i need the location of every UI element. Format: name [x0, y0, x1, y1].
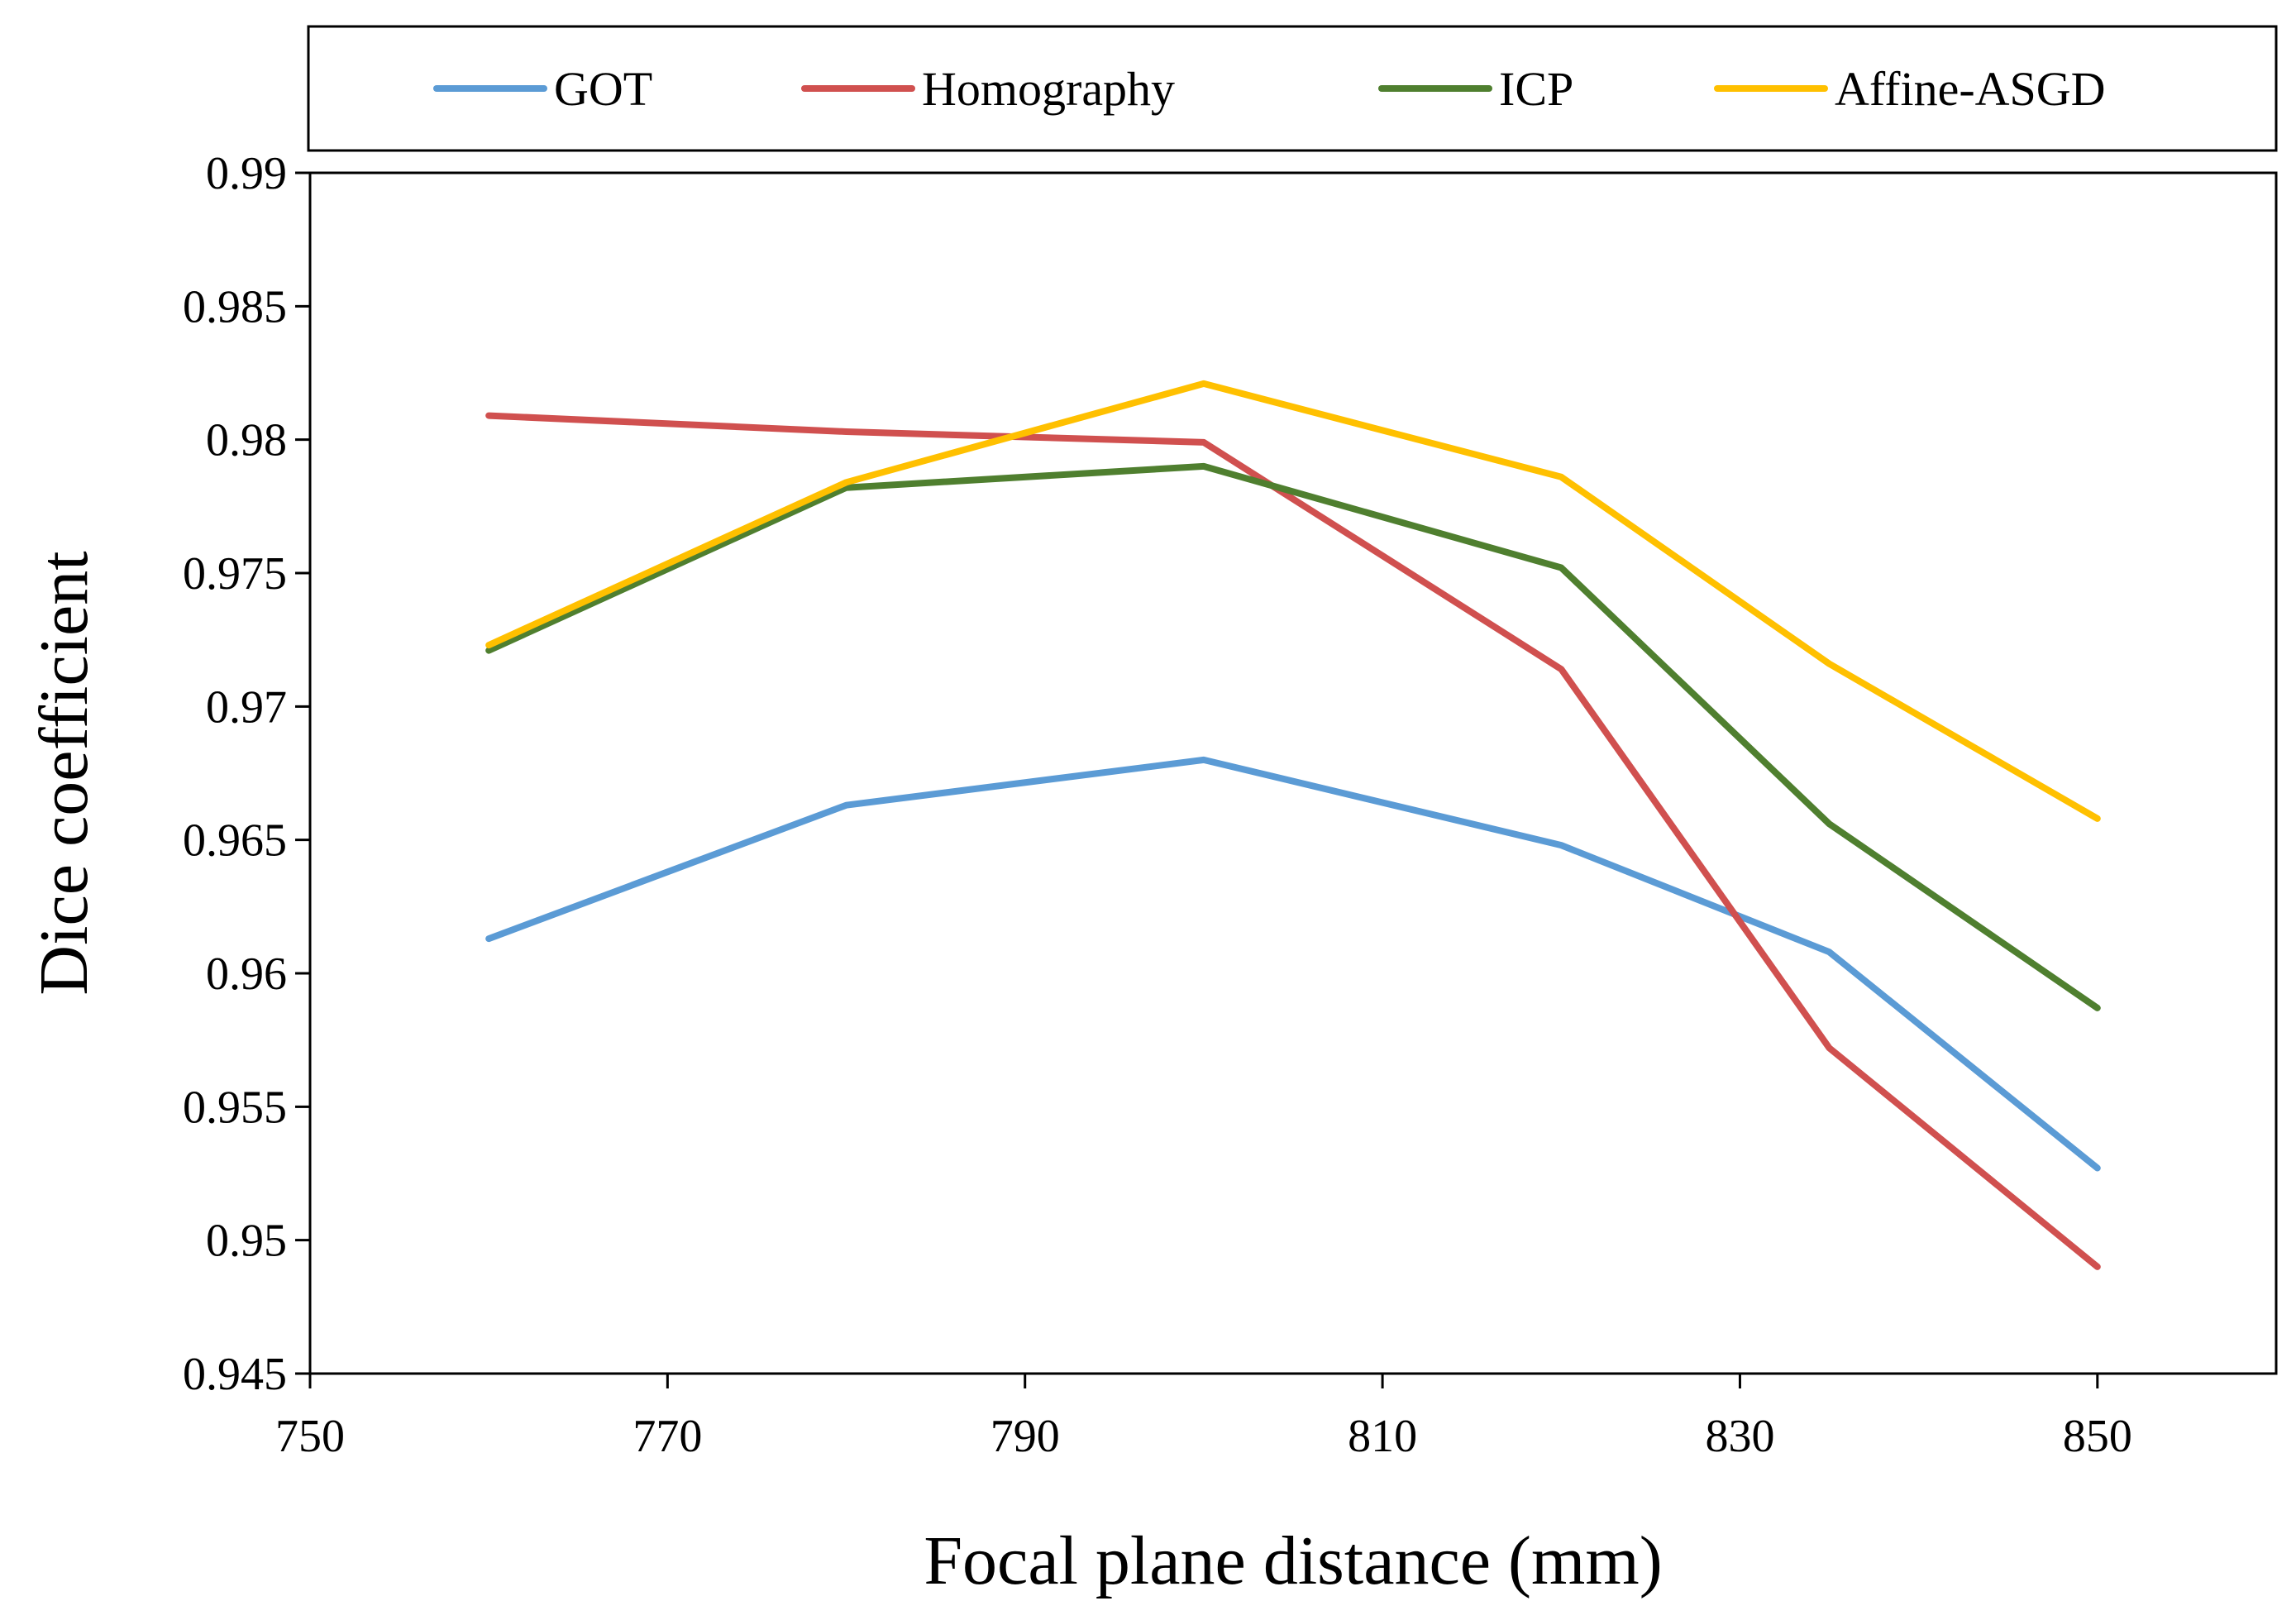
y-tick-label: 0.965 — [183, 815, 287, 867]
x-axis-ticks: 750 770 790 810 830 850 — [275, 1374, 2132, 1462]
x-tick-label: 790 — [990, 1411, 1060, 1462]
plot-area — [308, 171, 2278, 1375]
y-tick-label: 0.975 — [183, 548, 287, 600]
legend-label-icp: ICP — [1499, 62, 1573, 116]
x-tick-label: 830 — [1705, 1411, 1774, 1462]
x-axis-title: Focal plane distance (mm) — [924, 1522, 1662, 1599]
series-lines — [485, 380, 2101, 1270]
series-line-homography — [485, 412, 2101, 1270]
legend-label-homography: Homography — [922, 62, 1175, 116]
y-tick-label: 0.96 — [206, 949, 287, 1000]
y-axis-title: Dice coefficient — [26, 551, 103, 995]
x-tick-label: 750 — [275, 1411, 345, 1462]
x-tick-label: 850 — [2063, 1411, 2132, 1462]
y-axis-ticks: 0.945 0.95 0.955 0.96 0.965 0.97 0.975 0.98 0.98… — [183, 148, 310, 1400]
y-tick-label: 0.985 — [183, 281, 287, 332]
series-line-got — [485, 756, 2101, 1172]
series-line-affine-asgd — [485, 380, 2101, 822]
legend-label-got: GOT — [554, 62, 652, 116]
legend-box — [307, 25, 2278, 152]
legend-label-affine-asgd: Affine-ASGD — [1835, 62, 2106, 116]
y-tick-label: 0.98 — [206, 415, 287, 466]
series-line-icp — [485, 462, 2101, 1011]
y-tick-label: 0.955 — [183, 1082, 287, 1133]
y-tick-label: 0.95 — [206, 1216, 287, 1267]
y-tick-label: 0.945 — [183, 1349, 287, 1400]
x-tick-label: 770 — [632, 1411, 702, 1462]
x-tick-label: 810 — [1348, 1411, 1417, 1462]
y-tick-label: 0.97 — [206, 681, 287, 733]
y-tick-label: 0.99 — [206, 148, 287, 199]
legend: GOT Homography ICP Affine-ASGD — [433, 62, 2106, 116]
